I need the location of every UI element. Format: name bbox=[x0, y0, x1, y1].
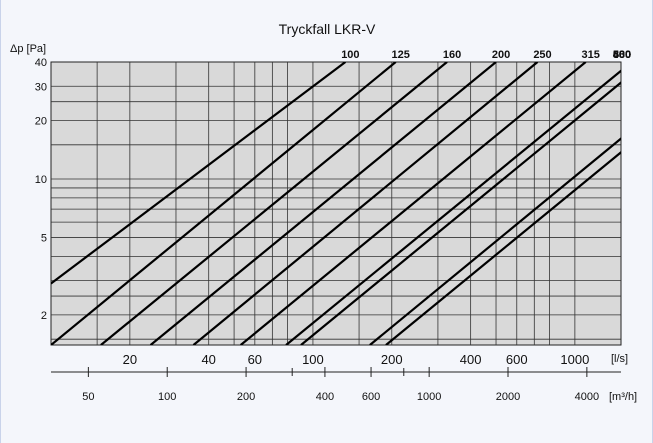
y-tick-label: 5 bbox=[41, 233, 47, 245]
x2-tick-label: 400 bbox=[316, 391, 334, 403]
x-tick-label: 100 bbox=[302, 352, 324, 367]
y-tick-label: 2 bbox=[41, 310, 47, 322]
series-label-800: 800 bbox=[613, 49, 631, 61]
x2-tick-label: 50 bbox=[82, 391, 94, 403]
x-axis-unit: [l/s] bbox=[611, 353, 628, 365]
secondary-x-axis: 50 100 200 400 600 1000 2000 4000 bbox=[51, 367, 621, 403]
series-label-125: 125 bbox=[392, 49, 410, 61]
y-tick-label: 10 bbox=[35, 174, 47, 186]
x-tick-label: 20 bbox=[123, 352, 137, 367]
series-line-630 bbox=[369, 137, 621, 345]
x-tick-label: 40 bbox=[201, 352, 215, 367]
x-tick-label: 200 bbox=[381, 352, 403, 367]
x2-tick-label: 100 bbox=[158, 391, 176, 403]
series-label-250: 250 bbox=[533, 49, 551, 61]
series-line-800 bbox=[385, 150, 621, 345]
y-tick-label: 30 bbox=[35, 81, 47, 93]
x2-tick-label: 2000 bbox=[496, 391, 520, 403]
series-label-200: 200 bbox=[492, 49, 510, 61]
y-tick-label: 40 bbox=[35, 57, 47, 69]
chart-title: Tryckfall LKR-V bbox=[279, 21, 376, 37]
y-tick-label: 20 bbox=[35, 116, 47, 128]
series-line-125 bbox=[51, 62, 397, 345]
series-line-315 bbox=[240, 62, 587, 345]
x-tick-label: 400 bbox=[460, 352, 482, 367]
series-label-315: 315 bbox=[582, 49, 600, 61]
series-line-250 bbox=[192, 62, 539, 345]
series-label-630: 630 bbox=[613, 49, 631, 61]
series-line-160 bbox=[100, 62, 448, 345]
x2-tick-label: 4000 bbox=[575, 391, 599, 403]
tick-labels: 2 5 10 20 30 40 20 40 60 100 200 400 600 1000 bbox=[35, 57, 590, 367]
x-tick-label: 600 bbox=[506, 352, 528, 367]
series-label-160: 160 bbox=[443, 49, 461, 61]
x2-tick-label: 600 bbox=[362, 391, 380, 403]
x2-axis-unit: [m³/h] bbox=[609, 391, 637, 403]
series-line-400 bbox=[285, 69, 621, 345]
plot-area bbox=[50, 61, 622, 346]
x-tick-label: 60 bbox=[248, 352, 262, 367]
plot-background bbox=[50, 61, 622, 346]
series-label-400: 400 bbox=[613, 49, 631, 61]
y-axis-label: Δp [Pa] bbox=[10, 43, 46, 55]
series-label-500: 500 bbox=[613, 49, 631, 61]
x-tick-label: 1000 bbox=[560, 352, 589, 367]
series-line-200 bbox=[149, 62, 497, 345]
x2-tick-label: 200 bbox=[237, 391, 255, 403]
series-line-100 bbox=[51, 62, 347, 285]
series-label-100: 100 bbox=[341, 49, 359, 61]
series-line-500 bbox=[300, 81, 621, 345]
x2-tick-label: 1000 bbox=[417, 391, 441, 403]
